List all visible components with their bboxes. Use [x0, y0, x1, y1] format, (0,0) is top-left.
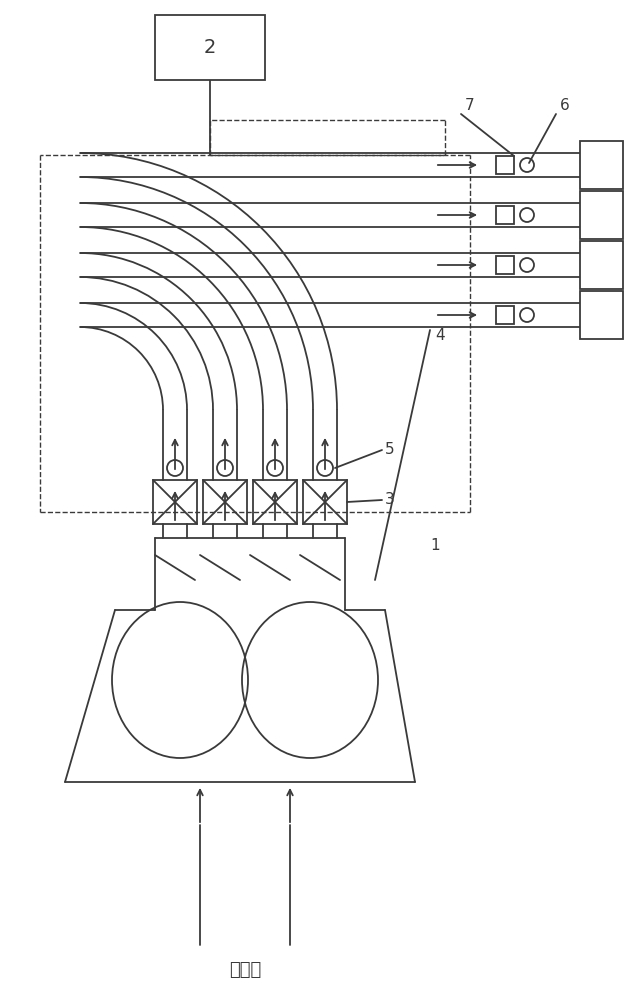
Bar — [496, 156, 514, 174]
Text: 3: 3 — [385, 492, 395, 508]
Text: 6: 6 — [560, 98, 570, 112]
Bar — [580, 291, 623, 339]
Bar — [580, 241, 623, 289]
Bar — [153, 480, 197, 524]
Bar — [203, 480, 247, 524]
Text: 2: 2 — [204, 38, 216, 57]
Text: 7: 7 — [465, 98, 475, 112]
Bar — [253, 480, 297, 524]
Bar — [496, 256, 514, 274]
Text: 5: 5 — [385, 442, 395, 458]
Bar — [580, 191, 623, 239]
Bar — [496, 306, 514, 324]
Text: 一次风: 一次风 — [229, 961, 261, 979]
Bar — [580, 141, 623, 189]
Text: 1: 1 — [430, 538, 440, 552]
Bar — [496, 206, 514, 224]
Text: 4: 4 — [435, 328, 445, 342]
Bar — [303, 480, 347, 524]
Bar — [155, 15, 265, 80]
